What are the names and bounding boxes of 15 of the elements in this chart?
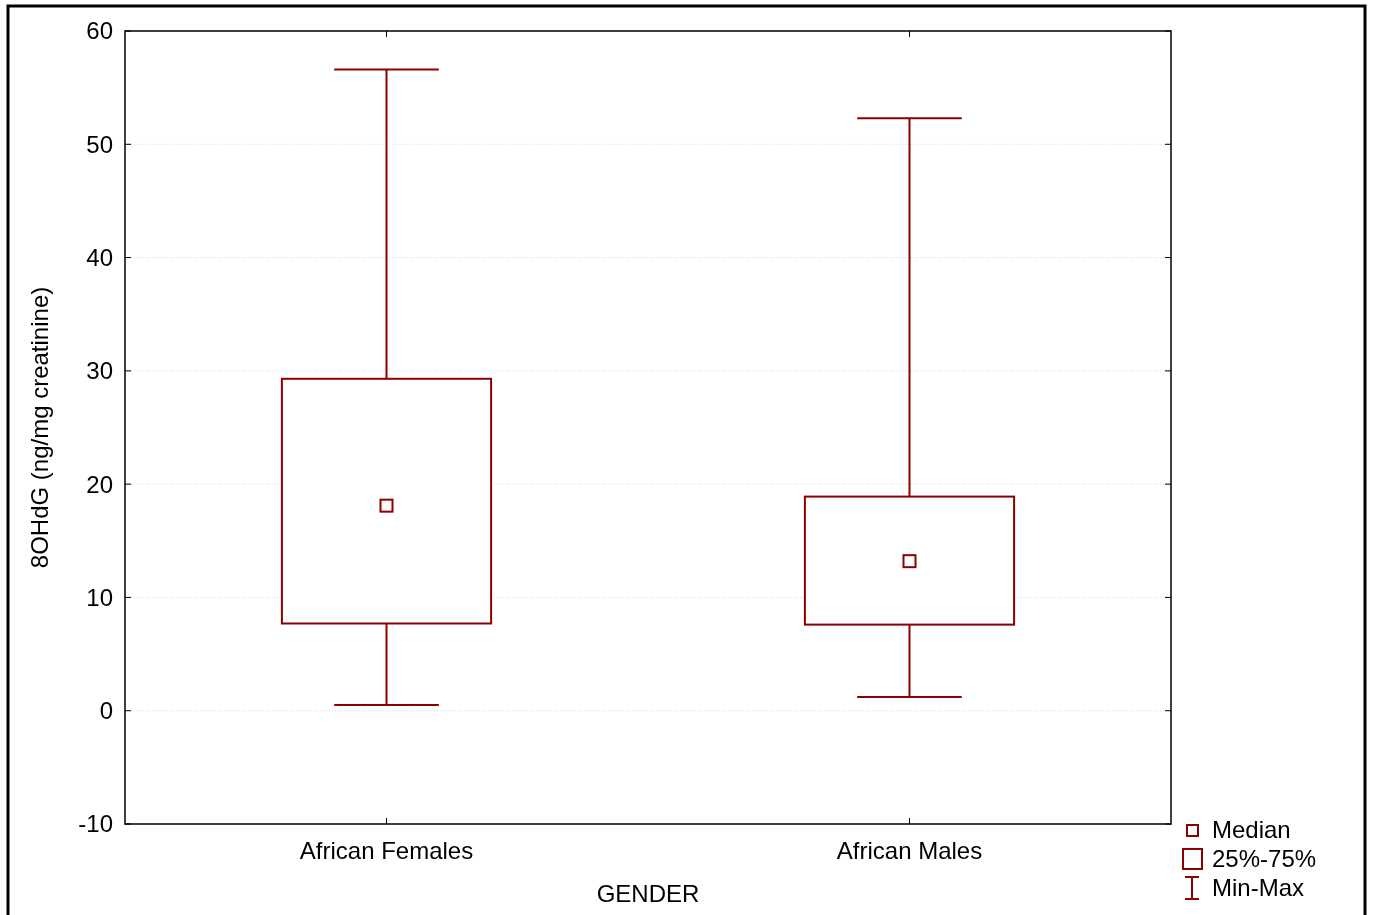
x-tick-label: African Males — [836, 837, 983, 864]
y-tick-label: 60 — [86, 17, 113, 45]
y-tick-label: 20 — [86, 470, 113, 498]
y-tick-label: 10 — [86, 583, 113, 611]
y-tick-label: -10 — [78, 810, 113, 838]
y-axis-title: 8OHdG (ng/mg creatinine) — [26, 286, 53, 569]
y-tick-label: 0 — [99, 697, 113, 725]
y-tick-label: 40 — [86, 243, 113, 271]
x-tick-label: African Females — [299, 837, 474, 864]
y-tick-label: 50 — [86, 130, 113, 158]
text: 25%-75% — [1212, 845, 1317, 873]
text: Min-Max — [1212, 874, 1305, 902]
x-axis-title: GENDER — [596, 880, 700, 907]
y-tick-label: 30 — [86, 357, 113, 385]
text: Median — [1212, 816, 1291, 844]
